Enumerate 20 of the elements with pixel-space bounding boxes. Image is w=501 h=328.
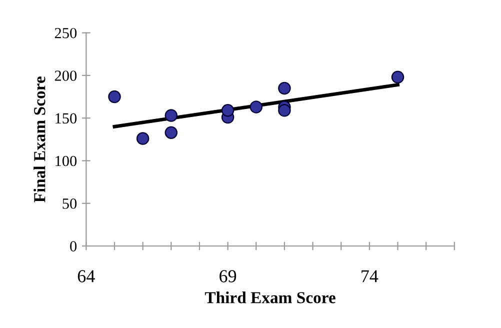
point: [278, 104, 291, 117]
y-tick-label: 150: [56, 113, 77, 124]
y-tick-label: 100: [56, 156, 77, 166]
point: [108, 90, 121, 104]
x-tick-label: 64: [78, 270, 95, 282]
y-tick-label: 200: [54, 70, 77, 81]
y-axis-title: Final Exam Score: [34, 76, 46, 202]
x-tick-label: 69: [220, 270, 236, 282]
point: [164, 109, 178, 122]
y-tick-label: 50: [62, 198, 77, 209]
x-axis-title: Third Exam Score: [204, 292, 336, 304]
point: [391, 70, 404, 84]
point: [278, 82, 291, 95]
x-tick-label: 74: [362, 270, 378, 282]
point: [250, 100, 262, 114]
point: [164, 126, 178, 139]
y-tick-label: 0: [70, 241, 77, 252]
y-tick-label: 250: [54, 28, 77, 38]
point: [221, 104, 234, 117]
point: [136, 132, 150, 145]
